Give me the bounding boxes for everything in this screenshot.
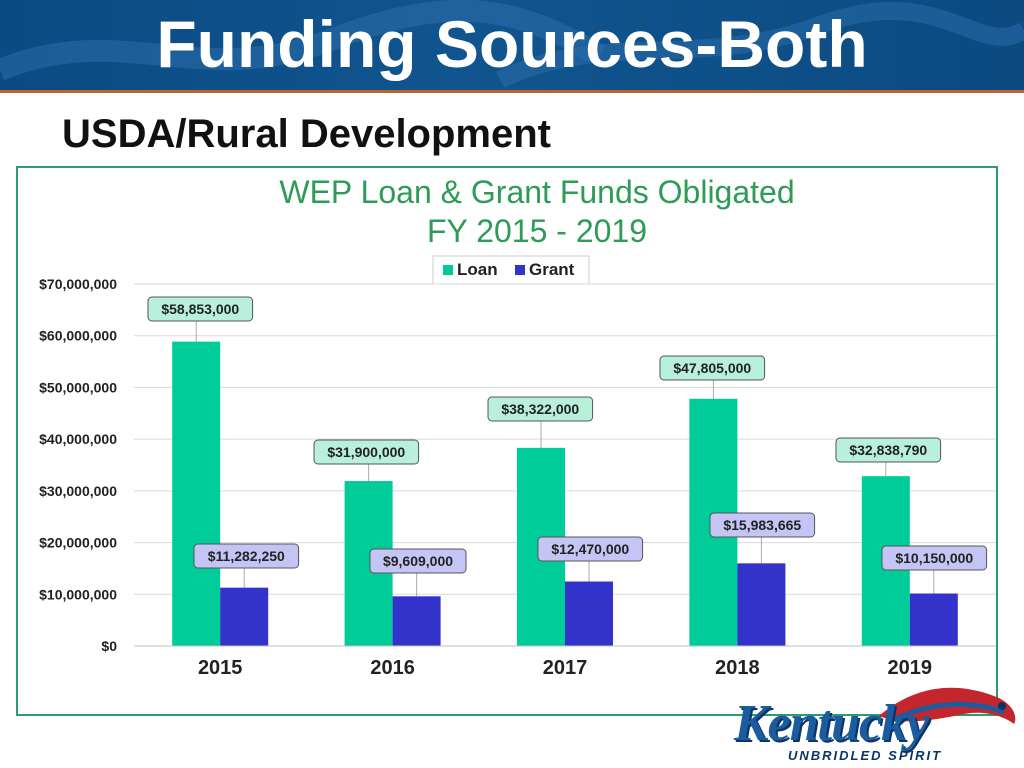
x-tick-label: 2016: [370, 657, 415, 679]
data-label-box: [659, 355, 766, 381]
legend-box: [432, 255, 590, 285]
bar-loan-2015: [172, 341, 221, 646]
data-label-box: [369, 548, 467, 574]
data-label-box: [487, 396, 594, 422]
bar-grant-2018: [737, 563, 786, 646]
horse-mark-icon: [879, 687, 1016, 724]
data-label-box: [313, 439, 420, 465]
data-label-box: [709, 512, 816, 538]
chart-title: WEP Loan & Grant Funds Obligated: [279, 174, 794, 210]
bar-chart: WEP Loan & Grant Funds Obligated FY 2015…: [39, 174, 996, 679]
y-tick-label: $70,000,000: [39, 276, 117, 292]
data-label: $9,609,000: [383, 553, 453, 569]
x-tick-label: 2018: [715, 657, 760, 679]
logo-tagline: UNBRIDLED SPIRIT: [788, 748, 943, 763]
bar-grant-2017: [565, 581, 613, 646]
data-label-box: [147, 296, 254, 322]
data-label: $31,900,000: [327, 444, 405, 460]
x-tick-label: 2019: [888, 657, 933, 679]
chart-frame: WEP Loan & Grant Funds Obligated FY 2015…: [16, 166, 998, 716]
legend-label-grant: Grant: [529, 260, 575, 279]
y-tick-label: $50,000,000: [39, 379, 117, 395]
y-axis: $0 $10,000,000 $20,000,000 $30,000,000 $40,0…: [39, 276, 117, 654]
data-label: $11,282,250: [208, 548, 285, 564]
slide-subtitle: USDA/Rural Development: [62, 112, 551, 156]
data-labels: $58,853,000 $11,282,250 $31,900,000 $9,609,…: [147, 296, 988, 597]
data-label: $38,322,000: [501, 401, 579, 417]
legend-label-loan: Loan: [457, 260, 498, 279]
y-tick-label: $10,000,000: [39, 586, 117, 602]
data-label: $32,838,790: [849, 442, 927, 458]
bar-grant-2016: [392, 596, 441, 646]
data-label: $15,983,665: [723, 517, 801, 533]
y-tick-label: $40,000,000: [39, 431, 117, 447]
kentucky-logo: Kentucky UNBRIDLED SPIRIT: [724, 676, 1024, 768]
data-label-box: [881, 545, 988, 571]
bar-grant-2015: [220, 587, 269, 646]
header-swirl-decoration: [0, 0, 1024, 89]
y-tick-label: $30,000,000: [39, 483, 117, 499]
bar-grant-2019: [909, 593, 958, 646]
slide-title: Funding Sources-Both: [156, 7, 868, 81]
data-label-box: [193, 543, 300, 569]
x-tick-label: 2017: [543, 657, 588, 679]
x-tick-label: 2015: [198, 657, 243, 679]
y-tick-label: $20,000,000: [39, 535, 117, 551]
header-band: [0, 0, 1024, 93]
data-label-box: [835, 437, 942, 463]
data-label: $12,470,000: [551, 541, 629, 557]
data-label: $58,853,000: [161, 301, 239, 317]
chart-subtitle: FY 2015 - 2019: [427, 213, 647, 249]
data-label-box: [537, 536, 644, 562]
y-tick-label: $0: [101, 638, 117, 654]
data-label: $10,150,000: [895, 550, 973, 566]
chart-legend: Loan Grant: [432, 255, 590, 285]
logo-wordmark: Kentucky: [734, 695, 929, 752]
data-label: $47,805,000: [673, 360, 751, 376]
legend-swatch-loan: [443, 265, 453, 275]
legend-swatch-grant: [515, 265, 525, 275]
x-axis: 2015 2016 2017 2018 2019: [134, 645, 996, 679]
y-tick-label: $60,000,000: [39, 328, 117, 344]
